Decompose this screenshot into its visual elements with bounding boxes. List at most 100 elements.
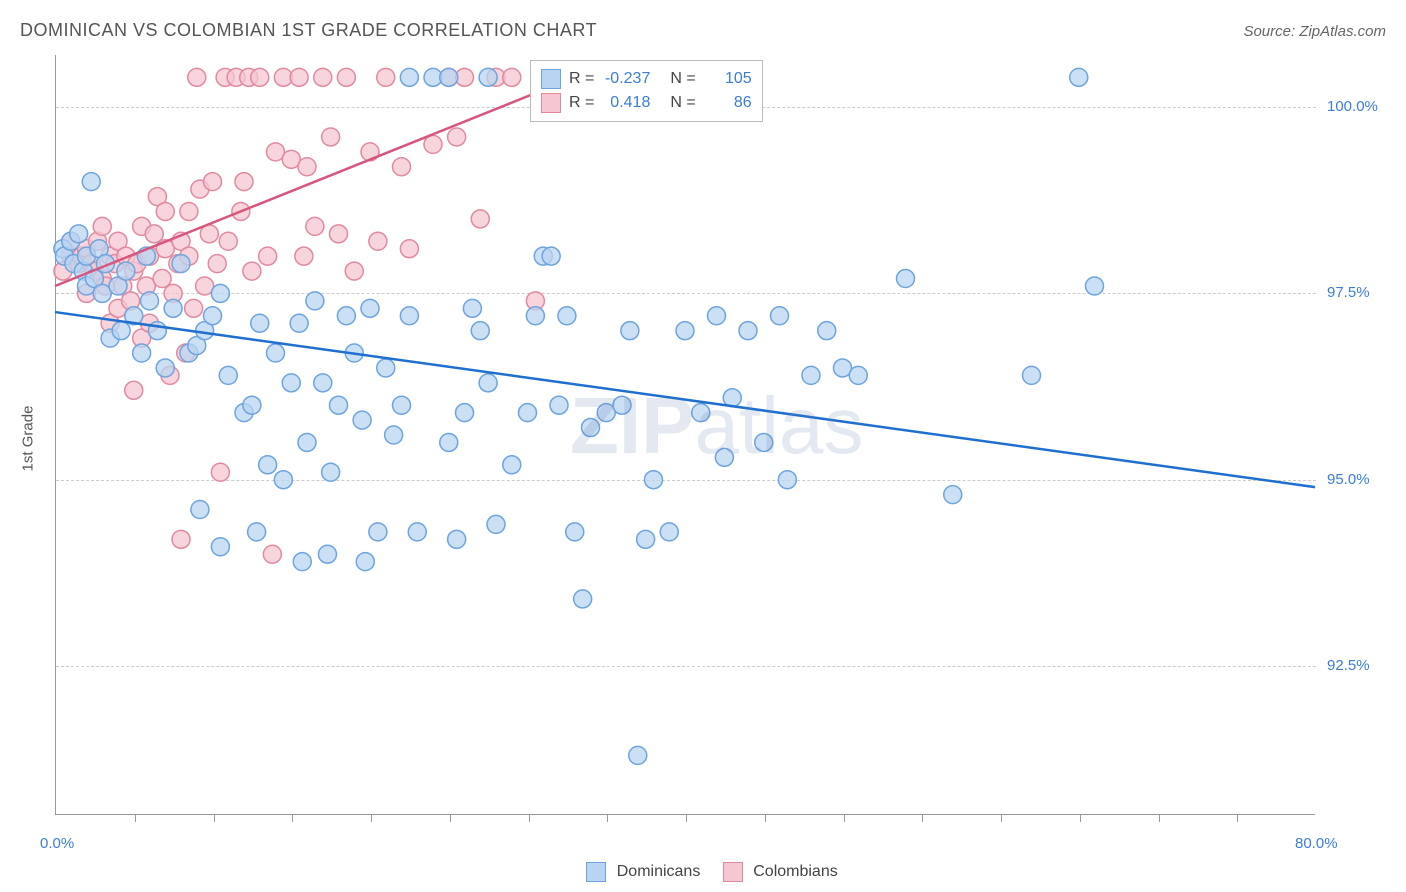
x-tick xyxy=(529,814,530,822)
dominicans-point xyxy=(566,523,584,541)
x-tick xyxy=(765,814,766,822)
dominicans-point xyxy=(629,746,647,764)
dominicans-point xyxy=(487,515,505,533)
dominicans-point xyxy=(274,471,292,489)
dominicans-point xyxy=(440,68,458,86)
colombians-point xyxy=(251,68,269,86)
colombians-point xyxy=(185,299,203,317)
dominicans-point xyxy=(282,374,300,392)
colombians-point xyxy=(211,463,229,481)
colombians-point xyxy=(448,128,466,146)
colombians-point xyxy=(295,247,313,265)
y-tick-label: 92.5% xyxy=(1327,657,1370,674)
dominicans-point xyxy=(361,299,379,317)
dominicans-point xyxy=(519,404,537,422)
dominicans-point xyxy=(739,322,757,340)
colombians-point xyxy=(172,530,190,548)
stats-r-label: R = xyxy=(569,67,594,91)
dominicans-point xyxy=(755,433,773,451)
dominicans-point xyxy=(582,419,600,437)
dominicans-point xyxy=(1086,277,1104,295)
colombians-point xyxy=(314,68,332,86)
dominicans-point xyxy=(637,530,655,548)
stats-r-colombians: 0.418 xyxy=(602,91,650,115)
dominicans-point xyxy=(550,396,568,414)
colombians-legend-label: Colombians xyxy=(753,863,837,880)
stats-box: R = -0.237 N = 105 R = 0.418 N = 86 xyxy=(530,60,763,122)
stats-r-dominicans: -0.237 xyxy=(602,67,650,91)
dominicans-point xyxy=(377,359,395,377)
colombians-point xyxy=(180,202,198,220)
dominicans-swatch-icon xyxy=(541,69,561,89)
dominicans-point xyxy=(1023,366,1041,384)
bottom-legend: Dominicans Colombians xyxy=(0,862,1406,892)
dominicans-point xyxy=(1070,68,1088,86)
y-tick-label: 97.5% xyxy=(1327,284,1370,301)
colombians-point xyxy=(243,262,261,280)
dominicans-point xyxy=(708,307,726,325)
dominicans-point xyxy=(298,433,316,451)
dominicans-point xyxy=(82,173,100,191)
dominicans-point xyxy=(353,411,371,429)
dominicans-point xyxy=(117,262,135,280)
source-label: Source: ZipAtlas.com xyxy=(1243,23,1386,40)
dominicans-point xyxy=(526,307,544,325)
stats-n-colombians: 86 xyxy=(704,91,752,115)
dominicans-point xyxy=(542,247,560,265)
colombians-point xyxy=(125,381,143,399)
dominicans-point xyxy=(318,545,336,563)
dominicans-point xyxy=(802,366,820,384)
colombians-point xyxy=(377,68,395,86)
colombians-point xyxy=(263,545,281,563)
colombians-point xyxy=(208,255,226,273)
colombians-point xyxy=(306,217,324,235)
dominicans-point xyxy=(290,314,308,332)
x-tick xyxy=(1237,814,1238,822)
dominicans-point xyxy=(330,396,348,414)
chart-svg xyxy=(55,55,1315,815)
x-tick xyxy=(450,814,451,822)
colombians-point xyxy=(345,262,363,280)
dominicans-point xyxy=(818,322,836,340)
dominicans-point xyxy=(778,471,796,489)
colombians-swatch-icon xyxy=(541,93,561,113)
y-tick-label: 95.0% xyxy=(1327,471,1370,488)
x-tick xyxy=(922,814,923,822)
dominicans-point xyxy=(408,523,426,541)
dominicans-point xyxy=(267,344,285,362)
y-axis-label: 1st Grade xyxy=(19,406,36,472)
x-tick xyxy=(292,814,293,822)
stats-n-label: N = xyxy=(670,91,695,115)
colombians-point xyxy=(188,68,206,86)
chart-title: DOMINICAN VS COLOMBIAN 1ST GRADE CORRELA… xyxy=(20,20,597,41)
colombians-point xyxy=(156,202,174,220)
colombians-point xyxy=(330,225,348,243)
dominicans-point xyxy=(574,590,592,608)
dominicans-point xyxy=(164,299,182,317)
dominicans-point xyxy=(771,307,789,325)
dominicans-legend-label: Dominicans xyxy=(617,863,701,880)
dominicans-point xyxy=(219,366,237,384)
x-tick xyxy=(607,814,608,822)
x-tick xyxy=(135,814,136,822)
colombians-point xyxy=(369,232,387,250)
stats-n-label: N = xyxy=(670,67,695,91)
dominicans-point xyxy=(479,68,497,86)
dominicans-point xyxy=(448,530,466,548)
x-tick xyxy=(1080,814,1081,822)
dominicans-point xyxy=(463,299,481,317)
colombians-point xyxy=(145,225,163,243)
colombians-point xyxy=(204,173,222,191)
dominicans-point xyxy=(440,433,458,451)
dominicans-point xyxy=(645,471,663,489)
dominicans-point xyxy=(211,284,229,302)
x-tick xyxy=(214,814,215,822)
dominicans-point xyxy=(322,463,340,481)
colombians-point xyxy=(290,68,308,86)
colombians-point xyxy=(337,68,355,86)
x-tick xyxy=(371,814,372,822)
colombians-point xyxy=(393,158,411,176)
colombians-point xyxy=(400,240,418,258)
colombians-point xyxy=(219,232,237,250)
dominicans-point xyxy=(400,307,418,325)
